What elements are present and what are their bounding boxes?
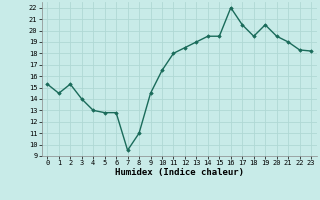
X-axis label: Humidex (Indice chaleur): Humidex (Indice chaleur) — [115, 168, 244, 177]
